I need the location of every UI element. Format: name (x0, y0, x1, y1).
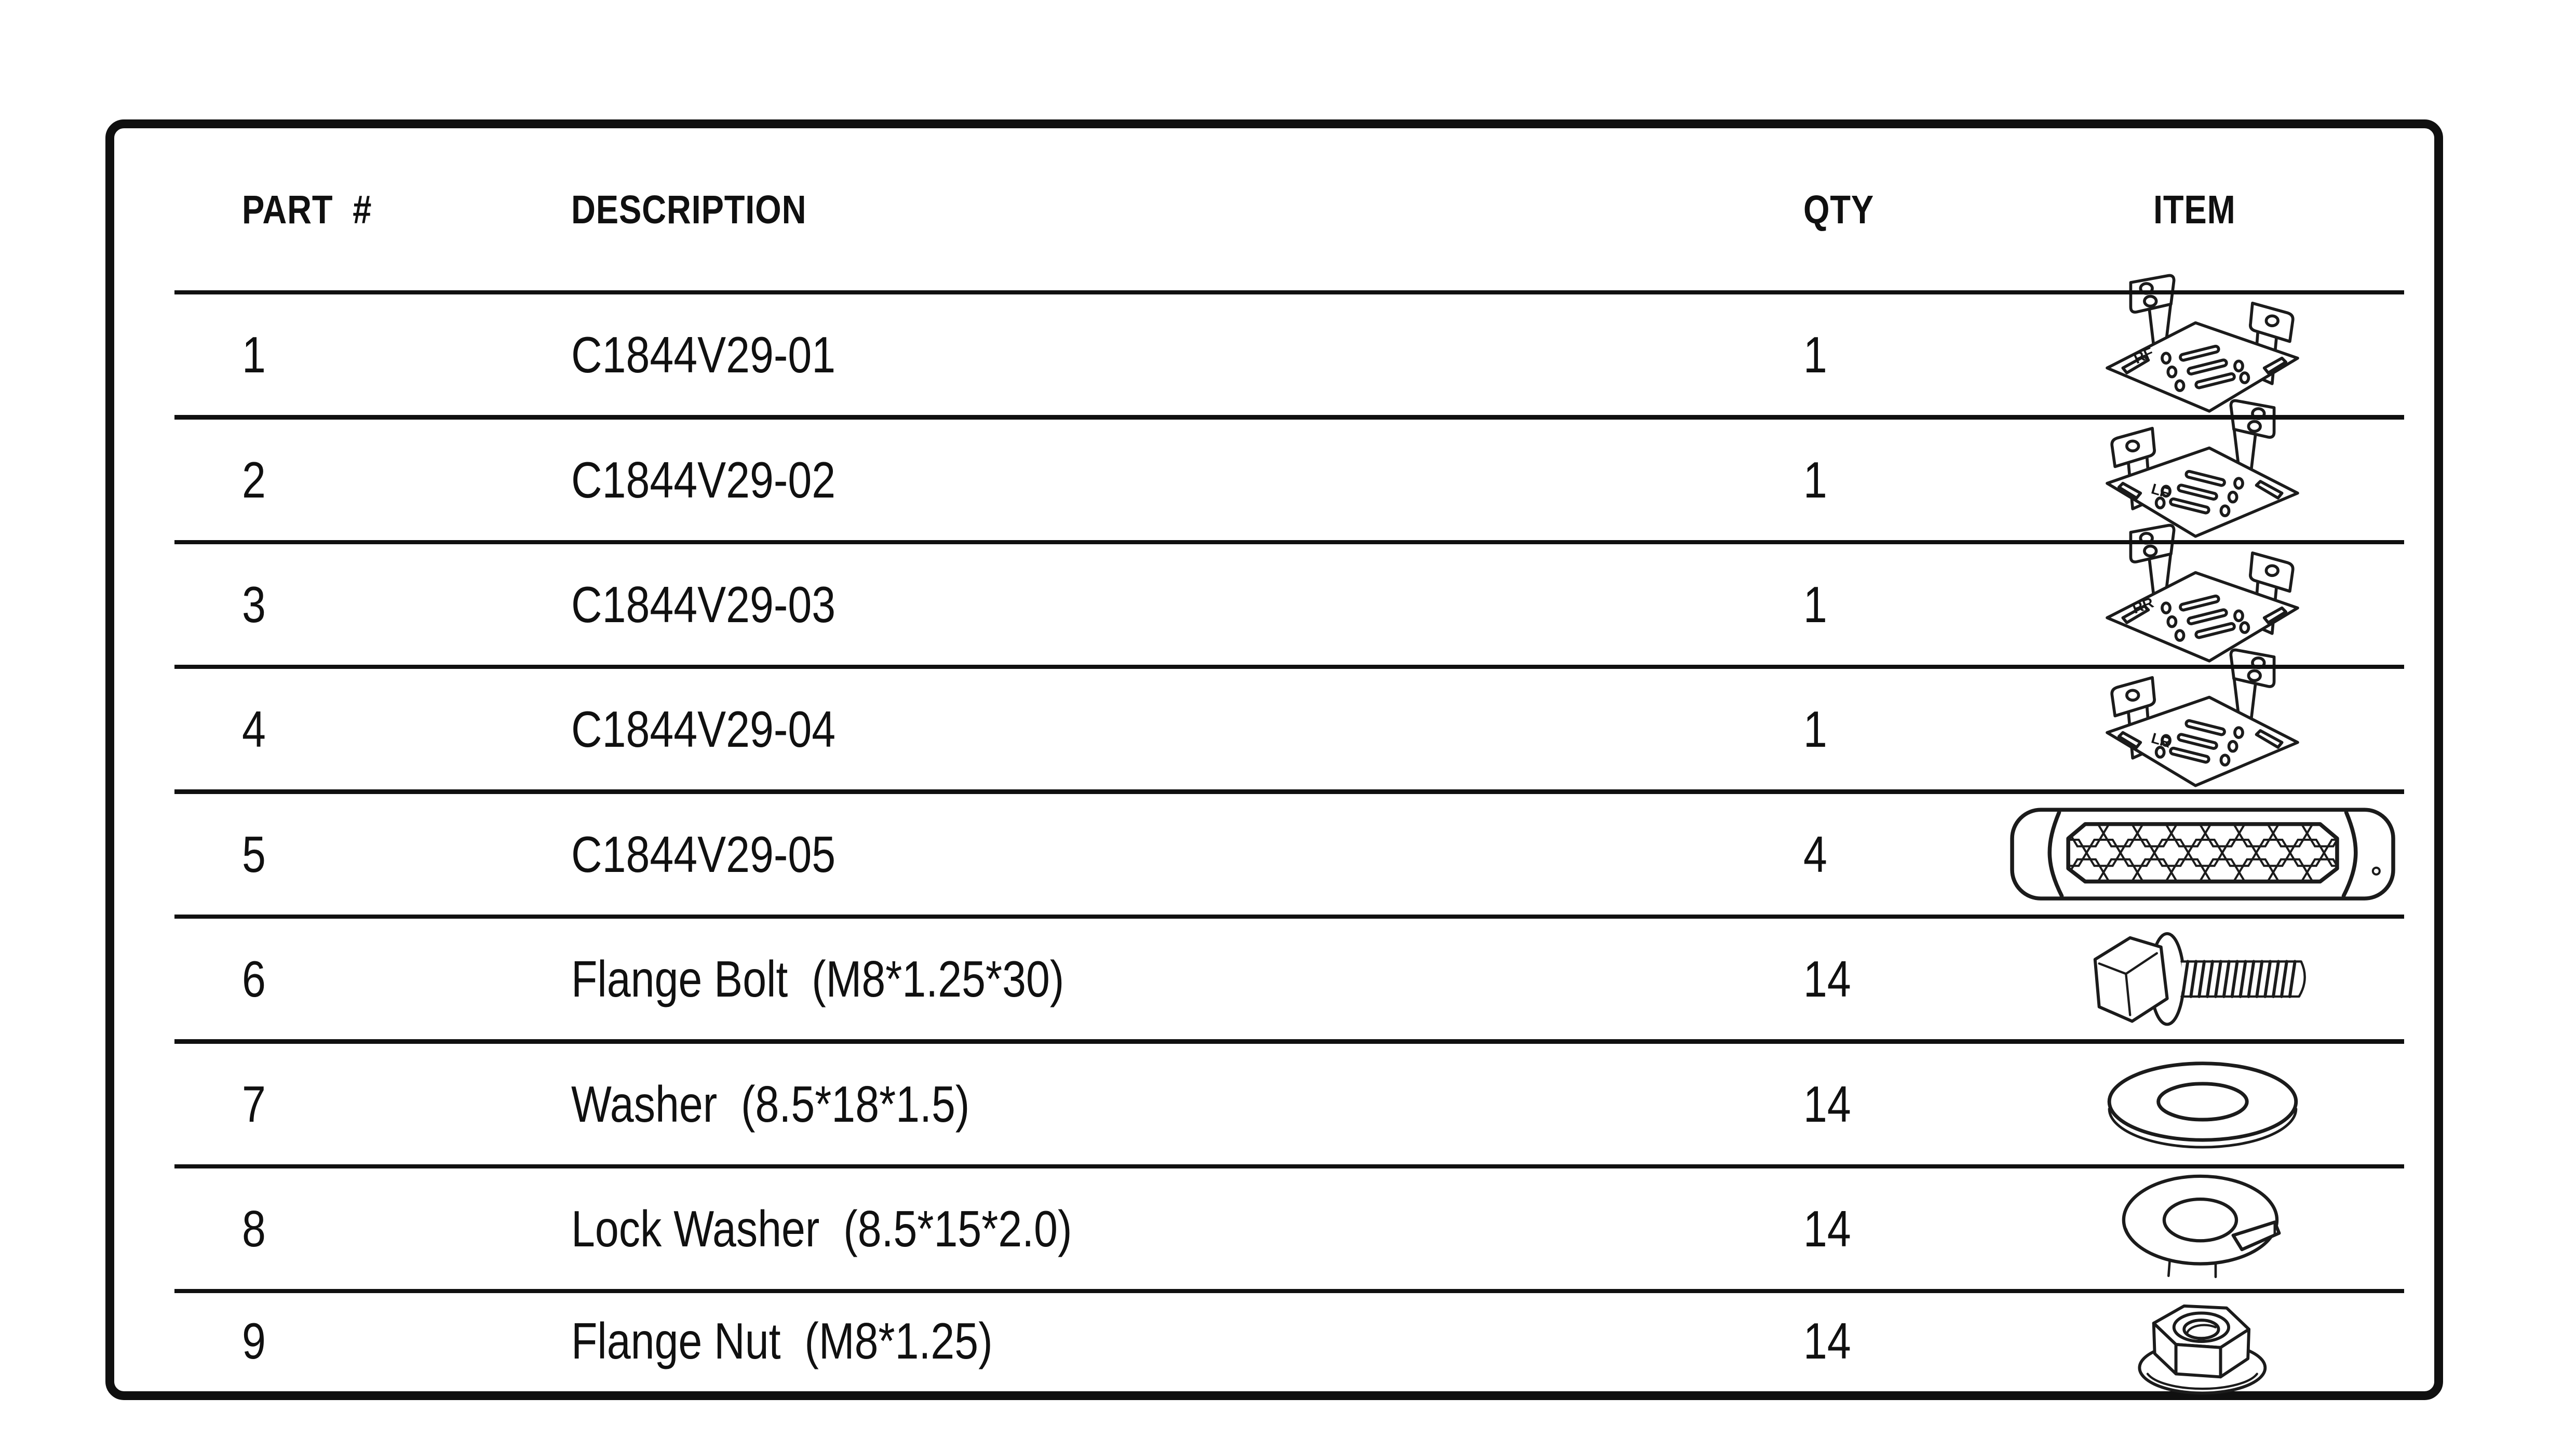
qty-cell: 14 (1803, 1200, 1851, 1258)
item-cell: RF (1982, 274, 2423, 417)
column-header-qty: QTY (1803, 187, 1874, 233)
flange-bolt-icon (2094, 932, 2307, 1026)
table-row-1: 1 C1844V29-01 1 (114, 274, 2435, 420)
part-number-cell: 4 (241, 701, 266, 758)
part-number-cell: 6 (241, 950, 266, 1008)
column-header-part-number: PART # (241, 187, 372, 233)
item-cell: LR (1982, 648, 2423, 791)
qty-cell: 14 (1803, 950, 1851, 1008)
description-cell: Flange Bolt (M8*1.25*30) (571, 950, 1064, 1008)
parts-list-table: PART # DESCRIPTION QTY ITEM 1 C1844V29-0… (105, 119, 2444, 1400)
bracket-rf-icon: RF (2106, 274, 2299, 413)
table-row-6: 6 Flange Bolt (M8*1.25*30) 14 (114, 917, 2435, 1044)
item-cell: LF (1982, 399, 2423, 542)
step-pad-icon (2009, 808, 2395, 901)
table-row-4: 4 C1844V29-04 1 (114, 648, 2435, 795)
table-row-2: 2 C1844V29-02 1 (114, 399, 2435, 545)
part-number-cell: 1 (241, 326, 266, 384)
part-number-cell: 8 (241, 1200, 266, 1258)
table-row-3: 3 C1844V29-03 1 (114, 523, 2435, 669)
lock-washer-icon (2122, 1174, 2281, 1279)
description-cell: Washer (8.5*18*1.5) (571, 1075, 970, 1133)
description-cell: Flange Nut (M8*1.25) (571, 1312, 993, 1370)
qty-cell: 1 (1803, 576, 1827, 634)
item-cell (1982, 917, 2423, 1041)
qty-cell: 14 (1803, 1075, 1851, 1133)
table-row-7: 7 Washer (8.5*18*1.5) 14 (114, 1042, 2435, 1169)
table-header-row: PART # DESCRIPTION QTY ITEM (114, 128, 2435, 295)
item-cell (1982, 792, 2423, 917)
description-cell: C1844V29-01 (571, 326, 836, 384)
qty-cell: 14 (1803, 1312, 1851, 1370)
item-cell (1982, 1166, 2423, 1291)
qty-cell: 1 (1803, 451, 1827, 508)
flange-nut-icon (2138, 1304, 2267, 1395)
table-row-5: 5 C1844V29-05 4 (114, 792, 2435, 919)
description-cell: C1844V29-03 (571, 576, 836, 634)
qty-cell: 1 (1803, 701, 1827, 758)
part-number-cell: 3 (241, 576, 266, 634)
item-cell (1982, 1042, 2423, 1166)
column-header-description: DESCRIPTION (571, 187, 807, 233)
description-cell: C1844V29-05 (571, 825, 836, 883)
table-row-9: 9 Flange Nut (M8*1.25) 14 (114, 1291, 2435, 1395)
item-cell (1982, 1291, 2423, 1395)
bracket-lr-icon: LR (2106, 648, 2299, 787)
qty-cell: 4 (1803, 825, 1827, 883)
part-number-cell: 2 (241, 451, 266, 508)
washer-icon (2107, 1061, 2298, 1149)
description-cell: Lock Washer (8.5*15*2.0) (571, 1200, 1072, 1258)
part-number-cell: 7 (241, 1075, 266, 1133)
column-header-item: ITEM (2153, 187, 2236, 233)
part-number-cell: 9 (241, 1312, 266, 1370)
description-cell: C1844V29-04 (571, 701, 836, 758)
description-cell: C1844V29-02 (571, 451, 836, 508)
qty-cell: 1 (1803, 326, 1827, 384)
part-number-cell: 5 (241, 825, 266, 883)
bracket-lf-icon: LF (2106, 399, 2299, 538)
table-row-8: 8 Lock Washer (8.5*15*2.0) 14 (114, 1166, 2435, 1294)
